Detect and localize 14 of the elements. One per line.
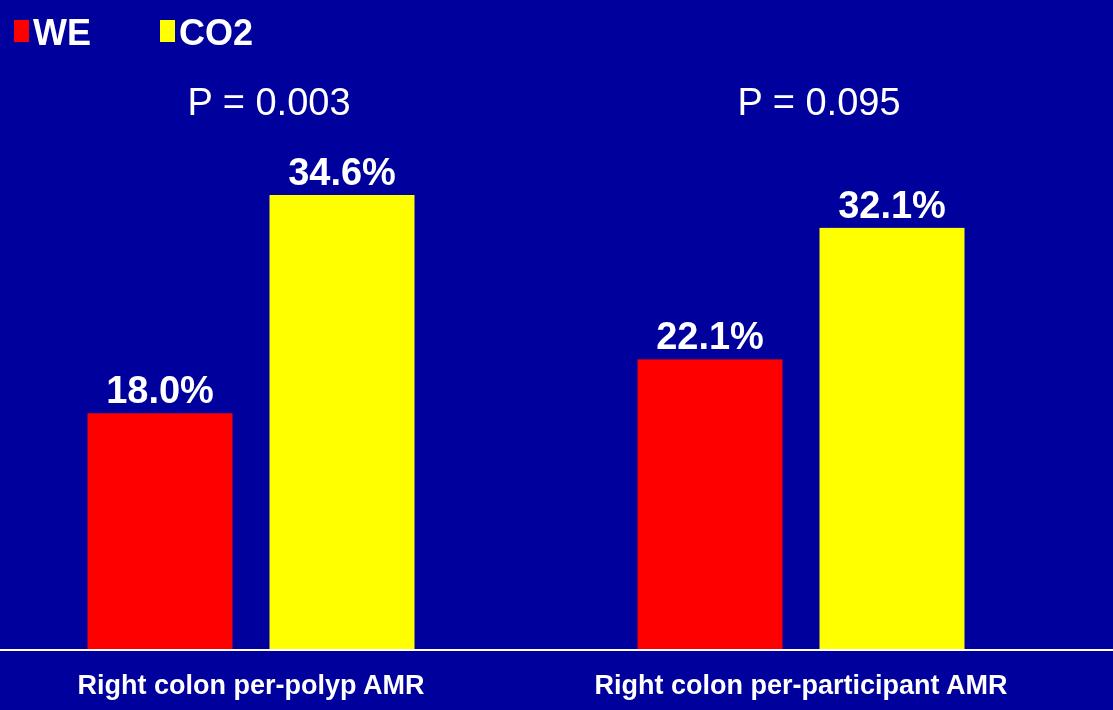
bar: [269, 195, 415, 650]
data-label: 32.1%: [838, 183, 946, 226]
bar: [637, 359, 783, 650]
legend-label: CO2: [179, 12, 254, 53]
legend-label: WE: [33, 12, 91, 53]
text: P = 0.095: [737, 81, 901, 123]
data-label: 18.0%: [106, 369, 214, 412]
x-tick-label: Right colon per-participant AMR: [594, 670, 1008, 700]
text: P = 0.003: [187, 81, 351, 123]
bar: [819, 227, 965, 650]
x-tick-label: Right colon per-polyp AMR: [77, 670, 425, 700]
data-label: 22.1%: [656, 315, 764, 358]
data-label: 34.6%: [288, 151, 396, 193]
bar: [87, 413, 233, 650]
